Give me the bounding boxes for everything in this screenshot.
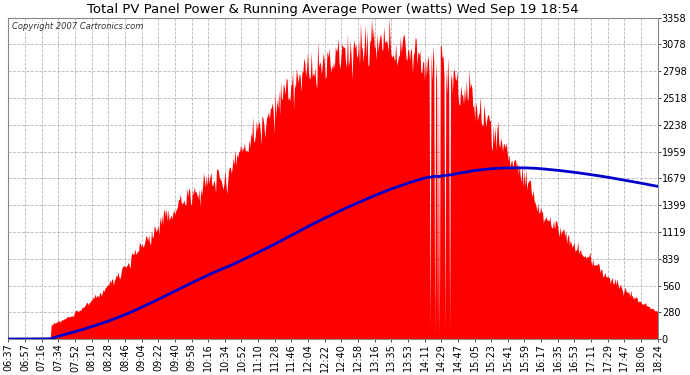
Title: Total PV Panel Power & Running Average Power (watts) Wed Sep 19 18:54: Total PV Panel Power & Running Average P… <box>87 3 579 16</box>
Text: Copyright 2007 Cartronics.com: Copyright 2007 Cartronics.com <box>12 22 143 32</box>
